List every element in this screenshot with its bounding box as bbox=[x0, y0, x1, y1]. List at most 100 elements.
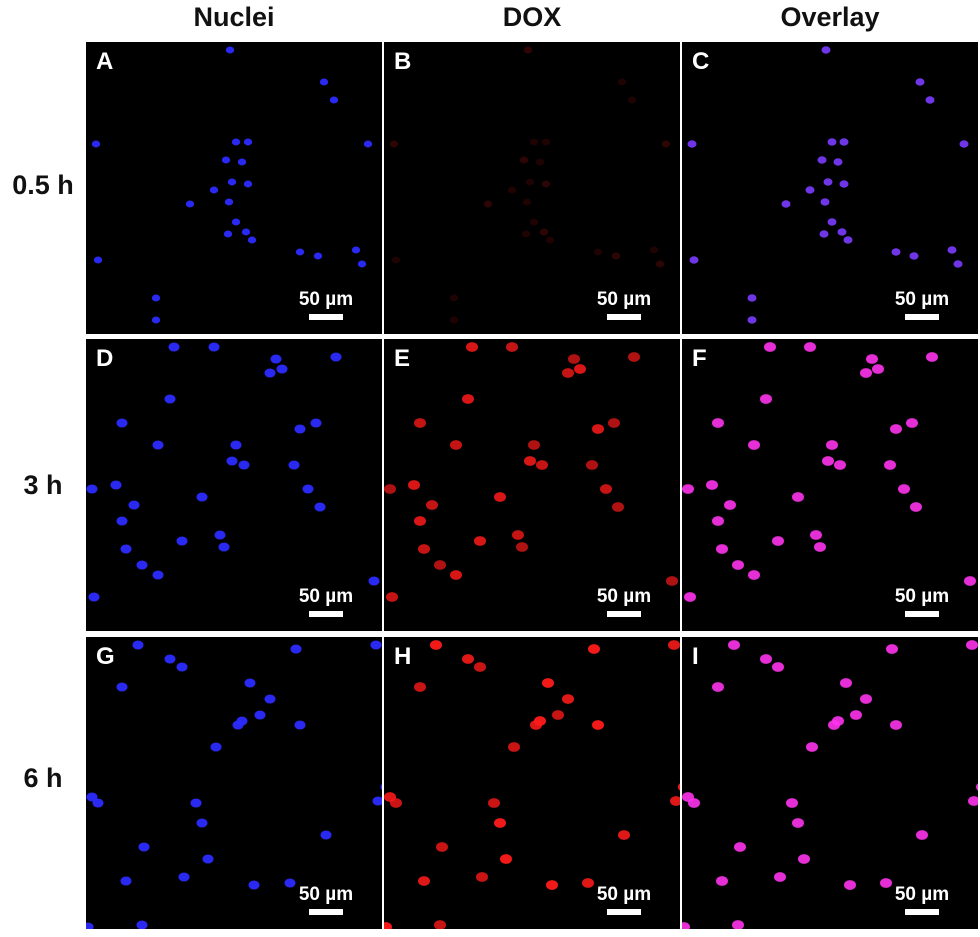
cell-image bbox=[687, 46, 969, 324]
cell-nucleus bbox=[562, 694, 574, 704]
cell-nucleus bbox=[225, 46, 235, 54]
cell-nucleus bbox=[860, 694, 872, 704]
cell-nucleus bbox=[247, 236, 257, 244]
cell-nucleus bbox=[872, 364, 884, 374]
cell-nucleus bbox=[611, 252, 621, 260]
cell-nucleus bbox=[574, 364, 586, 374]
cell-nucleus bbox=[682, 922, 690, 929]
cell-nucleus bbox=[196, 818, 208, 828]
cell-nucleus bbox=[734, 842, 746, 852]
cell-nucleus bbox=[826, 440, 838, 450]
cell-nucleus bbox=[151, 294, 161, 302]
cell-nucleus bbox=[806, 742, 818, 752]
cell-nucleus bbox=[151, 316, 161, 324]
scale-bar: 50 µm bbox=[882, 884, 962, 915]
cell-nucleus bbox=[508, 742, 520, 752]
scale-bar-line bbox=[607, 909, 641, 915]
cell-image bbox=[86, 640, 382, 929]
panel-letter: E bbox=[394, 345, 411, 372]
cell-nucleus bbox=[712, 516, 724, 526]
cell-nucleus bbox=[426, 500, 438, 510]
cell-nucleus bbox=[357, 260, 367, 268]
cell-nucleus bbox=[748, 440, 760, 450]
panel-g-nuclei: G 50 µm bbox=[86, 637, 382, 929]
cell-nucleus bbox=[772, 662, 784, 672]
cell-nucleus bbox=[136, 560, 148, 570]
cell-nucleus bbox=[132, 640, 144, 650]
cell-nucleus bbox=[684, 592, 696, 602]
cell-nucleus bbox=[231, 138, 241, 146]
column-title-dox: DOX bbox=[502, 2, 562, 32]
cell-nucleus bbox=[264, 368, 276, 378]
panel-letter: H bbox=[394, 643, 412, 670]
cell-image bbox=[86, 342, 380, 602]
cell-nucleus bbox=[747, 316, 757, 324]
cell-nucleus bbox=[860, 368, 872, 378]
cell-nucleus bbox=[214, 530, 226, 540]
cell-nucleus bbox=[712, 682, 724, 692]
cell-nucleus bbox=[839, 180, 849, 188]
cell-nucleus bbox=[380, 783, 382, 791]
cell-nucleus bbox=[512, 530, 524, 540]
cell-nucleus bbox=[618, 830, 630, 840]
cell-nucleus bbox=[545, 236, 555, 244]
cell-nucleus bbox=[781, 200, 791, 208]
cell-nucleus bbox=[764, 342, 776, 352]
cell-nucleus bbox=[368, 576, 380, 586]
panel-letter: A bbox=[96, 48, 114, 75]
cell-image bbox=[384, 342, 678, 602]
cell-nucleus bbox=[329, 96, 339, 104]
cell-nucleus bbox=[890, 720, 902, 730]
cell-nucleus bbox=[494, 492, 506, 502]
cell-nucleus bbox=[535, 158, 545, 166]
cell-nucleus bbox=[716, 544, 728, 554]
cell-nucleus bbox=[238, 460, 250, 470]
cell-nucleus bbox=[668, 640, 680, 650]
cell-nucleus bbox=[810, 530, 822, 540]
cell-nucleus bbox=[706, 480, 718, 490]
cell-nucleus bbox=[414, 682, 426, 692]
cell-nucleus bbox=[959, 140, 969, 148]
cell-nucleus bbox=[732, 560, 744, 570]
cell-nucleus bbox=[521, 230, 531, 238]
row-label-6h: 6 h bbox=[23, 763, 63, 793]
row-label-3h: 3 h bbox=[23, 470, 63, 500]
cell-nucleus bbox=[661, 140, 671, 148]
cell-nucleus bbox=[319, 78, 329, 86]
cell-nucleus bbox=[546, 880, 558, 890]
cell-nucleus bbox=[138, 842, 150, 852]
panel-i-overlay: I 50 µm bbox=[682, 637, 978, 929]
cell-nucleus bbox=[822, 456, 834, 466]
cell-nucleus bbox=[747, 294, 757, 302]
cell-nucleus bbox=[608, 418, 620, 428]
cell-nucleus bbox=[612, 502, 624, 512]
cell-nucleus bbox=[884, 460, 896, 470]
cell-nucleus bbox=[430, 640, 442, 650]
scale-bar: 50 µm bbox=[286, 586, 366, 617]
cell-nucleus bbox=[434, 920, 446, 929]
cell-image bbox=[682, 342, 976, 602]
scale-bar-line bbox=[607, 314, 641, 320]
cell-nucleus bbox=[823, 178, 833, 186]
cell-nucleus bbox=[202, 854, 214, 864]
cell-nucleus bbox=[310, 418, 322, 428]
cell-nucleus bbox=[542, 678, 554, 688]
cell-nucleus bbox=[798, 854, 810, 864]
cell-nucleus bbox=[390, 798, 402, 808]
cell-nucleus bbox=[953, 260, 963, 268]
cell-nucleus bbox=[689, 256, 699, 264]
scale-bar-label: 50 µm bbox=[894, 884, 950, 905]
cell-nucleus bbox=[231, 218, 241, 226]
cell-nucleus bbox=[682, 484, 694, 494]
column-title-nuclei: Nuclei bbox=[193, 2, 275, 32]
cell-nucleus bbox=[384, 922, 392, 929]
cell-nucleus bbox=[386, 592, 398, 602]
scale-bar: 50 µm bbox=[584, 289, 664, 320]
cell-nucleus bbox=[221, 156, 231, 164]
cell-nucleus bbox=[732, 920, 744, 929]
cell-nucleus bbox=[966, 640, 978, 650]
cell-nucleus bbox=[786, 798, 798, 808]
cell-nucleus bbox=[288, 460, 300, 470]
cell-nucleus bbox=[227, 178, 237, 186]
panel-f-overlay: F 50 µm bbox=[682, 339, 978, 631]
